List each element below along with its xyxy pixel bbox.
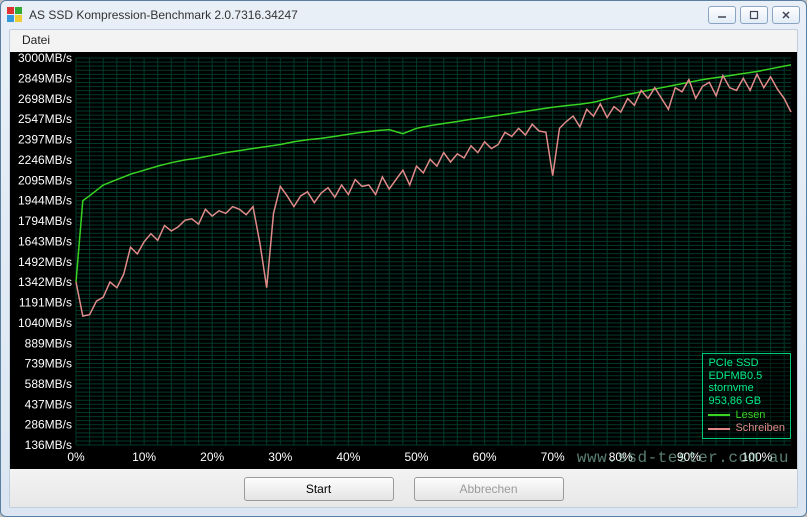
svg-text:20%: 20%: [200, 450, 224, 464]
maximize-button[interactable]: [740, 6, 768, 24]
svg-text:286MB/s: 286MB/s: [25, 418, 72, 432]
svg-text:1492MB/s: 1492MB/s: [18, 255, 72, 269]
svg-text:1342MB/s: 1342MB/s: [18, 275, 72, 289]
svg-text:50%: 50%: [404, 450, 428, 464]
legend-swatch: [708, 428, 730, 430]
svg-text:2698MB/s: 2698MB/s: [18, 92, 72, 106]
svg-text:2397MB/s: 2397MB/s: [18, 132, 72, 146]
menu-file[interactable]: Datei: [16, 31, 56, 49]
button-bar: Start Abbrechen: [10, 471, 797, 507]
watermark-text: www.ssd-tester.com.au: [577, 449, 789, 467]
benchmark-chart: 136MB/s 286MB/s 437MB/s 588MB/s 739MB/s 889MB…: [10, 52, 797, 469]
svg-text:2246MB/s: 2246MB/s: [18, 153, 72, 167]
svg-text:10%: 10%: [132, 450, 156, 464]
menubar: Datei: [10, 30, 797, 52]
legend-swatch: [708, 414, 730, 416]
svg-text:30%: 30%: [268, 450, 292, 464]
cancel-button[interactable]: Abbrechen: [414, 477, 564, 501]
app-icon: [7, 7, 23, 23]
legend-device-line: EDFMB0.5: [708, 370, 785, 383]
legend-series: Schreiben: [708, 422, 785, 435]
start-button[interactable]: Start: [244, 477, 394, 501]
titlebar[interactable]: AS SSD Kompression-Benchmark 2.0.7316.34…: [1, 1, 806, 29]
svg-text:1643MB/s: 1643MB/s: [18, 234, 72, 248]
svg-text:588MB/s: 588MB/s: [25, 377, 72, 391]
legend-label: Schreiben: [735, 422, 785, 435]
legend-series: Lesen: [708, 409, 785, 422]
svg-text:2849MB/s: 2849MB/s: [18, 71, 72, 85]
window-title: AS SSD Kompression-Benchmark 2.0.7316.34…: [29, 8, 708, 22]
close-button[interactable]: [772, 6, 800, 24]
svg-text:136MB/s: 136MB/s: [25, 438, 72, 452]
svg-text:0%: 0%: [67, 450, 85, 464]
svg-text:1191MB/s: 1191MB/s: [19, 295, 72, 309]
svg-text:1040MB/s: 1040MB/s: [18, 316, 72, 330]
client-area: Datei 136MB/s 286MB/s 437MB/s 588MB/s 739MB/…: [9, 29, 798, 508]
legend-device-line: PCIe SSD: [708, 357, 785, 370]
chart-area: 136MB/s 286MB/s 437MB/s 588MB/s 739MB/s 889MB…: [10, 52, 797, 469]
svg-text:40%: 40%: [336, 450, 360, 464]
svg-text:1944MB/s: 1944MB/s: [18, 194, 72, 208]
svg-text:739MB/s: 739MB/s: [25, 357, 72, 371]
svg-text:2095MB/s: 2095MB/s: [18, 173, 72, 187]
svg-text:1794MB/s: 1794MB/s: [18, 214, 72, 228]
window-controls: [708, 6, 800, 24]
svg-text:437MB/s: 437MB/s: [25, 397, 72, 411]
legend-label: Lesen: [735, 409, 765, 422]
chart-legend: PCIe SSDEDFMB0.5stornvme953,86 GBLesenSc…: [702, 353, 791, 439]
app-window: AS SSD Kompression-Benchmark 2.0.7316.34…: [0, 0, 807, 517]
minimize-button[interactable]: [708, 6, 736, 24]
svg-text:60%: 60%: [473, 450, 497, 464]
legend-device-line: 953,86 GB: [708, 395, 785, 408]
legend-device-line: stornvme: [708, 382, 785, 395]
svg-text:70%: 70%: [541, 450, 565, 464]
svg-text:2547MB/s: 2547MB/s: [18, 112, 72, 126]
svg-text:889MB/s: 889MB/s: [25, 336, 72, 350]
svg-text:3000MB/s: 3000MB/s: [18, 52, 72, 65]
